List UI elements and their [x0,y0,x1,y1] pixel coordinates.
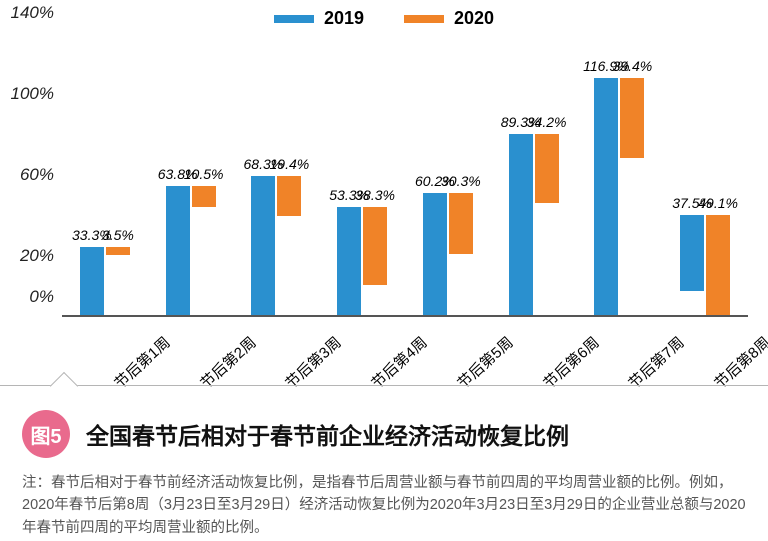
bar-2019: 68.3% [251,176,275,315]
legend-label-2020: 2020 [454,8,494,29]
bar-2020: 34.2% [535,134,559,203]
title-pointer [50,372,78,400]
bar-value-label: 39.4% [613,58,653,78]
x-tick-label: 节后第8周 [710,332,768,393]
legend-label-2019: 2019 [324,8,364,29]
y-axis: 0%20%60%100%140% [4,33,58,317]
bar-2019: 53.3% [337,207,361,315]
y-tick: 0% [29,287,54,307]
footnote: 注：春节后相对于春节前经济活动恢复比例，是指春节后周营业额与春节前四周的平均周营… [22,472,746,539]
title-section: 图5 全国春节后相对于春节前企业经济活动恢复比例 注：春节后相对于春节前经济活动… [0,385,768,539]
x-tick-label: 节后第1周 [109,332,174,393]
bar-2020: 30.3% [449,193,473,254]
bar-group: 116.9%39.4% [577,78,663,315]
bar-2020: 3.5% [106,247,130,254]
bar-2019: 37.5% [680,215,704,291]
bar-value-label: 30.3% [441,173,481,193]
bar-value-label: 49.1% [698,195,738,215]
bar-2020: 49.1% [706,215,730,315]
bar-group: 53.3%38.3% [319,207,405,315]
bar-2019: 60.2% [423,193,447,315]
x-tick-label: 节后第6周 [538,332,603,393]
bar-group: 63.8%10.5% [148,186,234,315]
bar-group: 37.5%49.1% [662,215,748,315]
y-tick: 60% [20,165,54,185]
legend-item-2020: 2020 [404,8,494,29]
x-tick-label: 节后第3周 [281,332,346,393]
bar-group: 33.3%3.5% [62,247,148,315]
y-tick: 20% [20,246,54,266]
plot-area: 33.3%3.5%63.8%10.5%68.3%19.4%53.3%38.3%6… [62,33,748,317]
legend-item-2019: 2019 [274,8,364,29]
bar-2019: 116.9% [594,78,618,315]
chart-title: 全国春节后相对于春节前企业经济活动恢复比例 [86,417,569,451]
bar-value-label: 38.3% [355,187,395,207]
bar-value-label: 10.5% [184,166,224,186]
x-tick-label: 节后第2周 [195,332,260,393]
legend-swatch-2020 [404,15,444,23]
bar-value-label: 19.4% [270,156,310,176]
chart: 0%20%60%100%140% 33.3%3.5%63.8%10.5%68.3… [62,33,748,353]
y-tick: 140% [11,3,54,23]
bar-2020: 19.4% [277,176,301,215]
bar-group: 60.2%30.3% [405,193,491,315]
bar-2020: 39.4% [620,78,644,158]
x-axis: 节后第1周节后第2周节后第3周节后第4周节后第5周节后第6周节后第7周节后第8周 [62,317,748,359]
bar-2020: 38.3% [363,207,387,285]
bar-2019: 89.3% [509,134,533,315]
bar-value-label: 3.5% [102,227,134,247]
title-row: 图5 全国春节后相对于春节前企业经济活动恢复比例 [22,410,746,458]
bar-group: 68.3%19.4% [234,176,320,315]
bar-2019: 33.3% [80,247,104,315]
x-tick-label: 节后第7周 [624,332,689,393]
bar-value-label: 34.2% [527,114,567,134]
y-tick: 100% [11,84,54,104]
bar-group: 89.3%34.2% [491,134,577,315]
bar-2019: 63.8% [166,186,190,315]
figure-badge: 图5 [22,410,70,458]
x-tick-label: 节后第5周 [452,332,517,393]
x-tick-label: 节后第4周 [367,332,432,393]
legend: 2019 2020 [0,0,768,33]
bar-2020: 10.5% [192,186,216,207]
legend-swatch-2019 [274,15,314,23]
